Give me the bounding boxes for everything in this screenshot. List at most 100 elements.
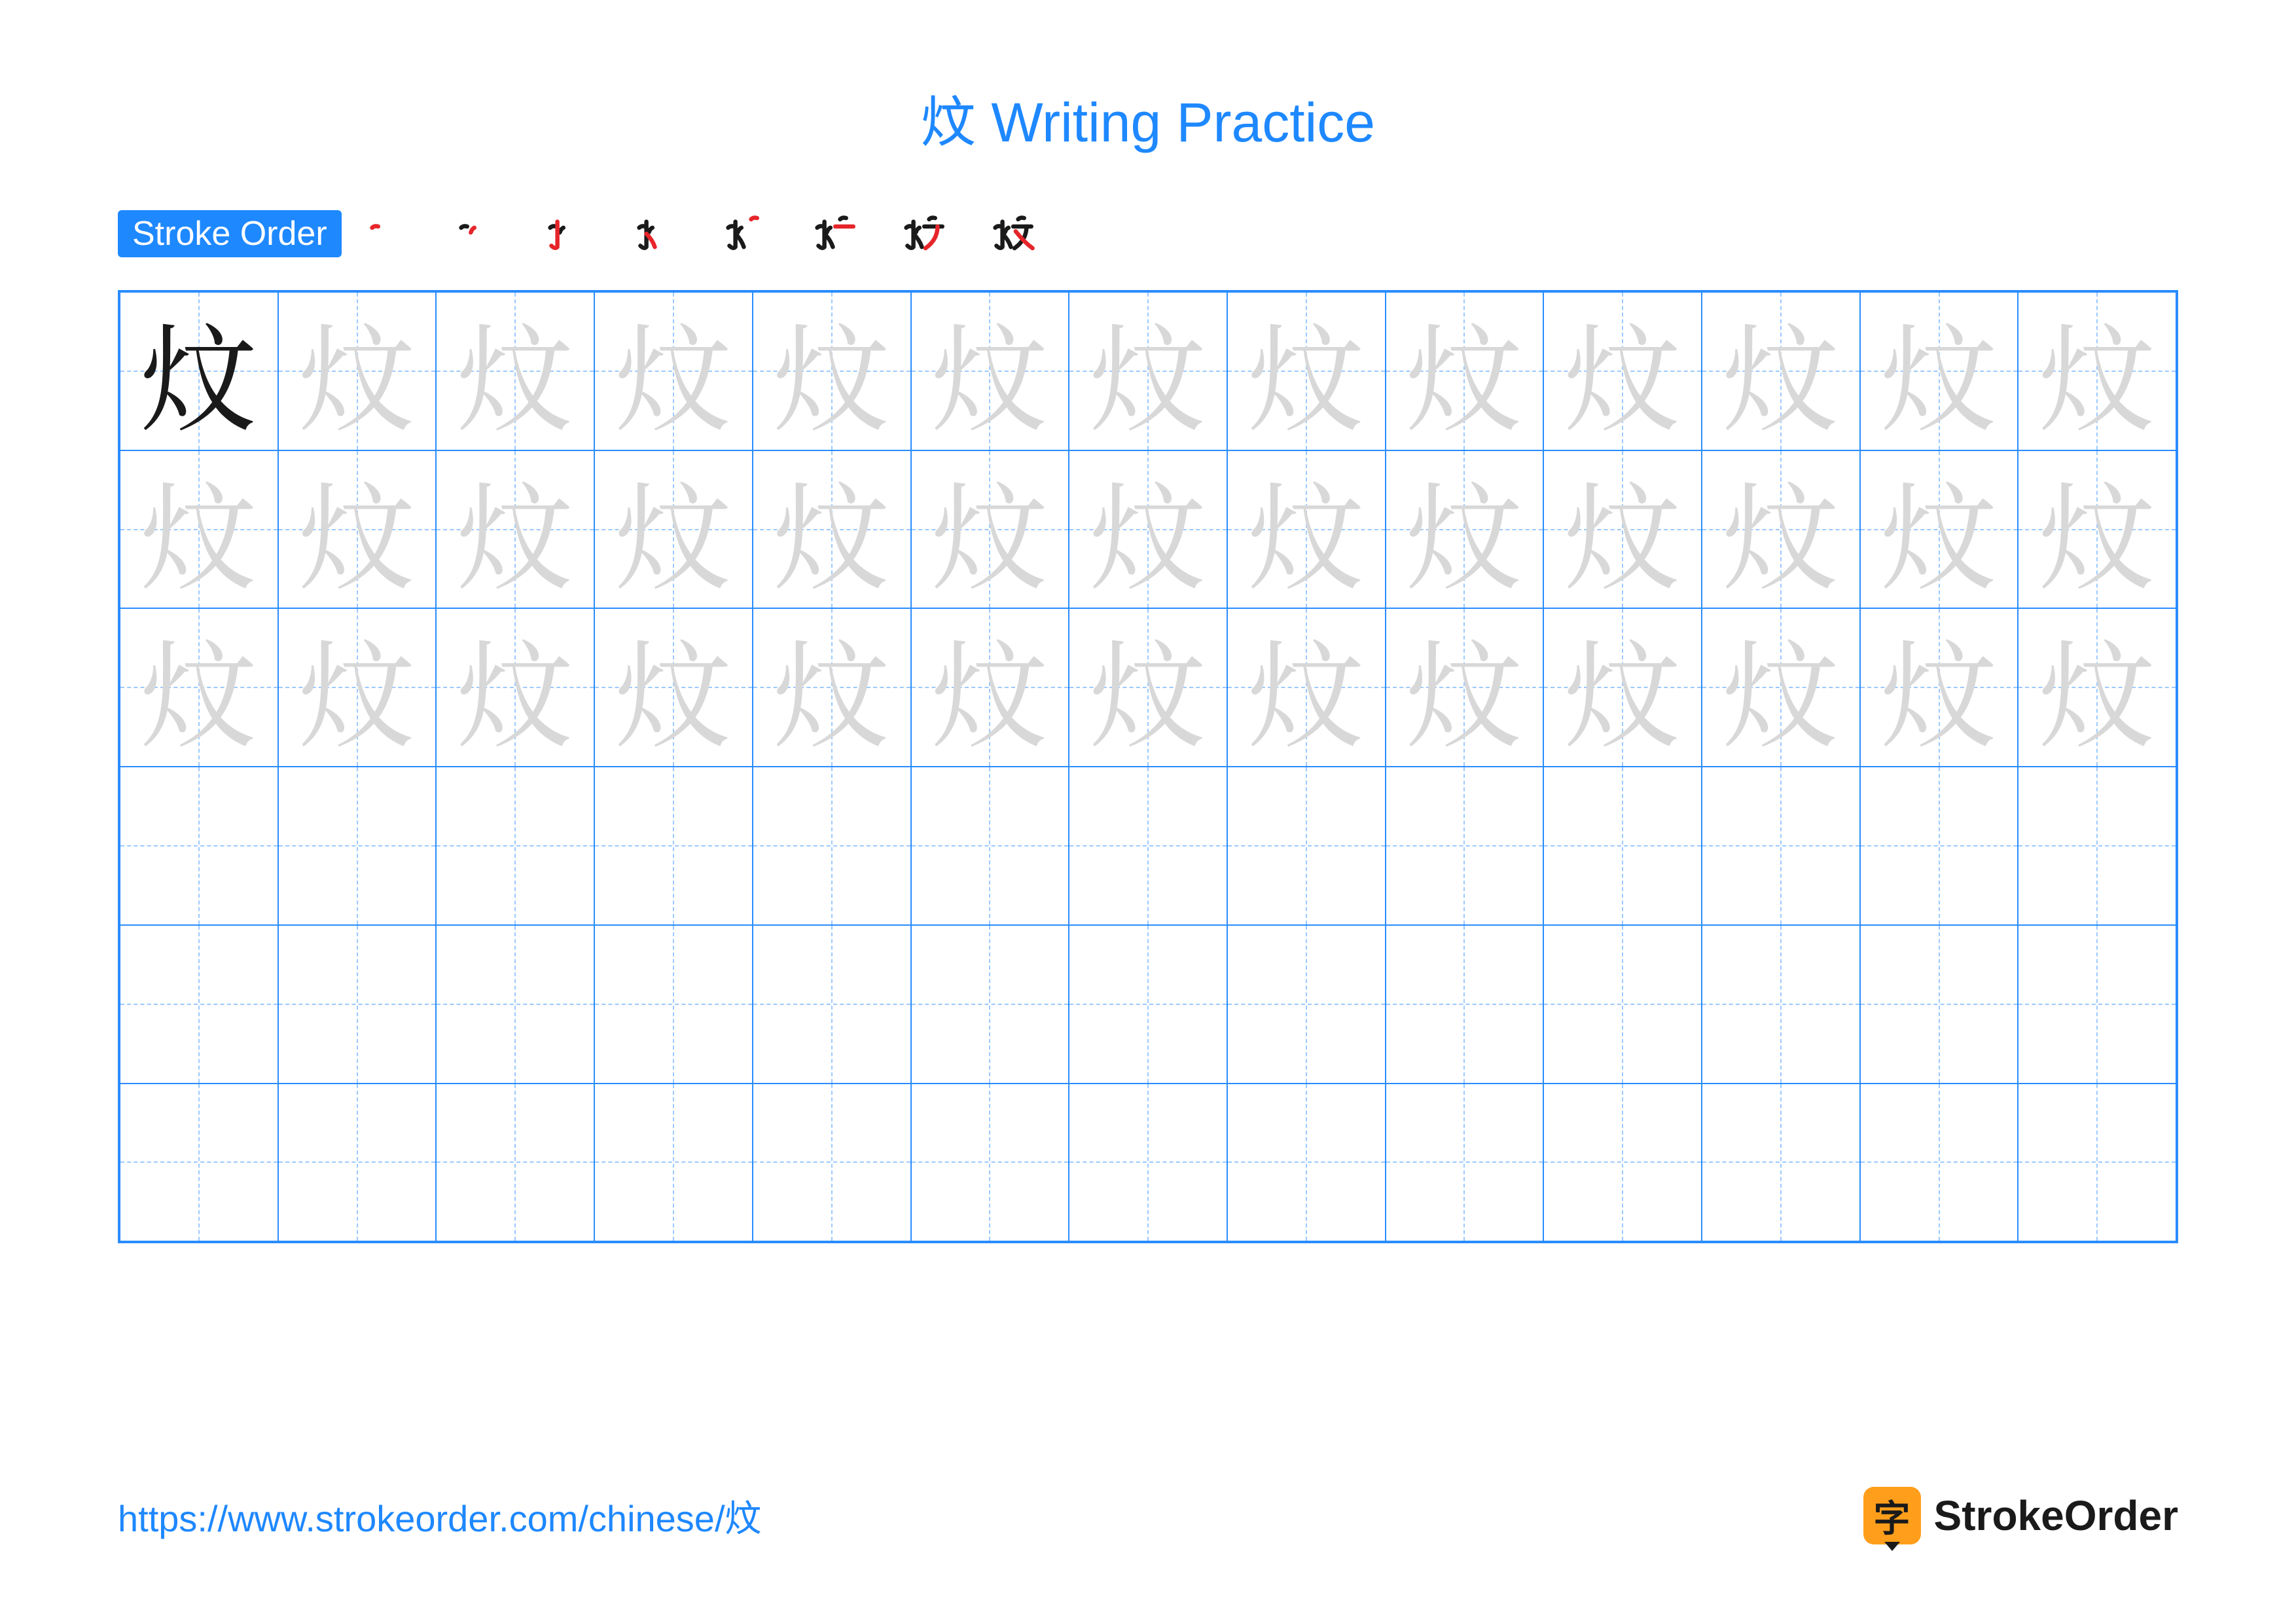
ghost-character: 炆 — [1880, 629, 1998, 746]
grid-cell: 炆 — [1386, 292, 1544, 450]
ghost-character: 炆 — [1089, 629, 1207, 746]
grid-cell — [436, 925, 594, 1084]
ghost-character: 炆 — [2038, 629, 2156, 746]
ghost-character: 炆 — [1880, 312, 1998, 430]
ghost-character: 炆 — [1247, 471, 1365, 589]
grid-cell — [1227, 925, 1386, 1084]
ghost-character: 炆 — [1089, 312, 1207, 430]
ghost-character: 炆 — [1405, 312, 1523, 430]
grid-cell: 炆 — [911, 292, 1069, 450]
grid-cell: 炆 — [594, 292, 753, 450]
grid-cell: 炆 — [594, 450, 753, 609]
stroke-step-3 — [539, 204, 600, 264]
grid-cell: 炆 — [1543, 450, 1702, 609]
stroke-order-row: Stroke Order — [118, 204, 2178, 264]
stroke-step-7 — [895, 204, 956, 264]
logo: 字 StrokeOrder — [1863, 1487, 2178, 1544]
ghost-character: 炆 — [1247, 629, 1365, 746]
grid-cell — [1702, 925, 1860, 1084]
stroke-step-6 — [806, 204, 867, 264]
ghost-character: 炆 — [1722, 312, 1840, 430]
grid-cell: 炆 — [1543, 608, 1702, 767]
grid-cell: 炆 — [1702, 608, 1860, 767]
grid-cell — [911, 767, 1069, 925]
ghost-character: 炆 — [1722, 471, 1840, 589]
grid-cell: 炆 — [436, 292, 594, 450]
grid-cell: 炆 — [2018, 608, 2176, 767]
grid-cell: 炆 — [1227, 608, 1386, 767]
grid-cell — [2018, 767, 2176, 925]
grid-cell — [120, 1084, 278, 1242]
grid-cell: 炆 — [1227, 292, 1386, 450]
grid-cell — [1543, 1084, 1702, 1242]
grid-cell — [120, 767, 278, 925]
footer: https://www.strokeorder.com/chinese/炆 字 … — [118, 1487, 2178, 1544]
grid-cell — [753, 767, 911, 925]
grid-cell: 炆 — [1386, 450, 1544, 609]
grid-cell: 炆 — [1069, 292, 1227, 450]
stroke-order-badge: Stroke Order — [118, 210, 342, 257]
grid-cell: 炆 — [436, 608, 594, 767]
grid-cell: 炆 — [753, 450, 911, 609]
grid-cell: 炆 — [1860, 608, 2018, 767]
ghost-character: 炆 — [298, 312, 416, 430]
model-character: 炆 — [140, 312, 258, 430]
grid-cell — [2018, 925, 2176, 1084]
stroke-step-8 — [984, 204, 1045, 264]
grid-cell — [278, 1084, 437, 1242]
grid-cell — [594, 767, 753, 925]
ghost-character: 炆 — [1405, 629, 1523, 746]
source-url: https://www.strokeorder.com/chinese/炆 — [118, 1489, 762, 1542]
grid-cell: 炆 — [1069, 450, 1227, 609]
grid-cell: 炆 — [1860, 450, 2018, 609]
grid-cell — [753, 925, 911, 1084]
ghost-character: 炆 — [2038, 312, 2156, 430]
grid-cell — [1860, 925, 2018, 1084]
practice-grid: 炆炆炆炆炆炆炆炆炆炆炆炆炆炆炆炆炆炆炆炆炆炆炆炆炆炆炆炆炆炆炆炆炆炆炆炆炆炆炆 — [118, 290, 2178, 1243]
ghost-character: 炆 — [615, 471, 732, 589]
logo-text: StrokeOrder — [1934, 1491, 2178, 1540]
grid-cell — [1860, 1084, 2018, 1242]
ghost-character: 炆 — [773, 471, 891, 589]
grid-cell — [1227, 1084, 1386, 1242]
ghost-character: 炆 — [140, 471, 258, 589]
ghost-character: 炆 — [456, 312, 574, 430]
ghost-character: 炆 — [931, 471, 1049, 589]
grid-cell — [1386, 767, 1544, 925]
grid-cell: 炆 — [1860, 292, 2018, 450]
ghost-character: 炆 — [773, 312, 891, 430]
grid-cell: 炆 — [1702, 292, 1860, 450]
grid-cell — [753, 1084, 911, 1242]
grid-cell — [278, 925, 437, 1084]
grid-cell — [1069, 925, 1227, 1084]
stroke-step-5 — [717, 204, 778, 264]
grid-cell: 炆 — [1386, 608, 1544, 767]
grid-cell: 炆 — [278, 292, 437, 450]
ghost-character: 炆 — [1405, 471, 1523, 589]
grid-cell: 炆 — [278, 450, 437, 609]
ghost-character: 炆 — [773, 629, 891, 746]
grid-cell: 炆 — [2018, 292, 2176, 450]
grid-cell: 炆 — [278, 608, 437, 767]
grid-cell — [594, 1084, 753, 1242]
grid-cell: 炆 — [911, 608, 1069, 767]
grid-cell — [1386, 1084, 1544, 1242]
grid-cell: 炆 — [1227, 450, 1386, 609]
grid-cell — [1069, 1084, 1227, 1242]
ghost-character: 炆 — [615, 312, 732, 430]
grid-cell — [2018, 1084, 2176, 1242]
grid-cell — [1227, 767, 1386, 925]
grid-cell: 炆 — [436, 450, 594, 609]
grid-cell: 炆 — [2018, 450, 2176, 609]
grid-cell — [594, 925, 753, 1084]
grid-cell: 炆 — [1702, 450, 1860, 609]
ghost-character: 炆 — [298, 471, 416, 589]
ghost-character: 炆 — [931, 629, 1049, 746]
grid-cell: 炆 — [753, 608, 911, 767]
grid-cell: 炆 — [594, 608, 753, 767]
ghost-character: 炆 — [2038, 471, 2156, 589]
ghost-character: 炆 — [1880, 471, 1998, 589]
grid-cell — [1702, 1084, 1860, 1242]
stroke-step-2 — [450, 204, 511, 264]
ghost-character: 炆 — [456, 471, 574, 589]
